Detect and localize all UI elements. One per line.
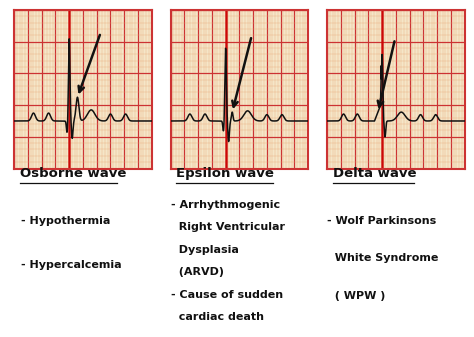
Text: - Arrhythmogenic: - Arrhythmogenic	[171, 200, 280, 210]
Text: Right Ventricular: Right Ventricular	[171, 222, 285, 232]
Text: Delta wave: Delta wave	[333, 167, 416, 180]
Text: - Hypercalcemia: - Hypercalcemia	[21, 261, 122, 270]
Text: Epsilon wave: Epsilon wave	[176, 167, 274, 180]
Text: cardiac death: cardiac death	[171, 312, 264, 322]
Text: Osborne wave: Osborne wave	[20, 167, 126, 180]
Text: - Hypothermia: - Hypothermia	[21, 216, 110, 226]
Text: - Wolf Parkinsons: - Wolf Parkinsons	[327, 216, 436, 226]
Text: - Cause of sudden: - Cause of sudden	[171, 290, 283, 300]
Text: (ARVD): (ARVD)	[171, 267, 224, 277]
Text: Dysplasia: Dysplasia	[171, 245, 238, 255]
Text: White Syndrome: White Syndrome	[327, 253, 438, 264]
Text: ( WPW ): ( WPW )	[327, 291, 385, 301]
